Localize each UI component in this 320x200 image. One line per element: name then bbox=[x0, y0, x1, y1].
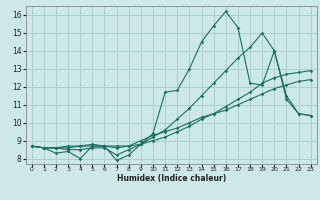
X-axis label: Humidex (Indice chaleur): Humidex (Indice chaleur) bbox=[116, 174, 226, 183]
